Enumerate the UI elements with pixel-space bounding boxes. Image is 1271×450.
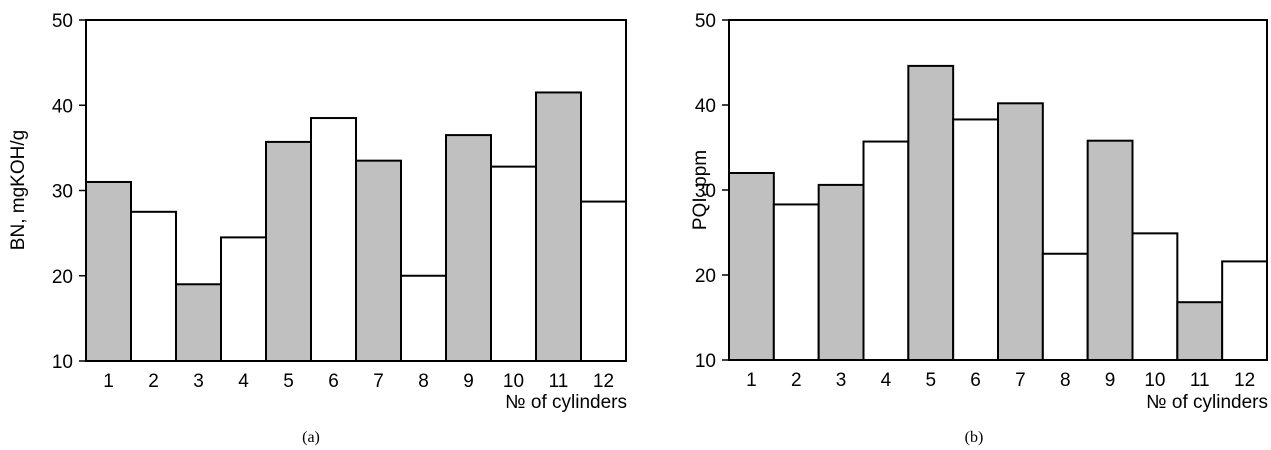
x-tick-label: 7: [1015, 370, 1026, 391]
x-tick-label: 3: [193, 371, 204, 392]
y-tick-label: 30: [695, 181, 716, 202]
bar-11: [535, 91, 582, 363]
x-tick-label: 12: [1234, 370, 1255, 391]
y-tick-label: 50: [695, 11, 716, 32]
bar-3: [817, 183, 865, 361]
bar-4: [220, 236, 267, 362]
bar-7: [355, 159, 402, 362]
x-tick-label: 1: [103, 371, 114, 392]
x-tick-label: 10: [1144, 370, 1165, 391]
y-tick-label: 30: [52, 182, 73, 203]
y-tick-label: 20: [52, 267, 73, 288]
x-tick-label: 9: [463, 371, 474, 392]
x-tick-label: 6: [970, 370, 981, 391]
bar-5: [265, 140, 312, 362]
x-tick-label: 12: [593, 371, 614, 392]
bar-1: [728, 172, 775, 361]
x-tick-label: 6: [328, 371, 339, 392]
x-axis-title: № of cylinders: [1146, 392, 1268, 413]
x-tick-label: 5: [925, 370, 936, 391]
bar-1: [85, 180, 132, 362]
x-tick-label: 2: [148, 371, 159, 392]
bar-11: [1176, 301, 1224, 362]
x-tick-label: 4: [881, 370, 892, 391]
y-tick-label: 40: [52, 96, 73, 117]
bar-4: [862, 140, 910, 361]
panel-caption: (b): [965, 429, 984, 446]
bar-10: [490, 165, 537, 362]
x-tick-label: 2: [791, 370, 802, 391]
x-tick-label: 7: [373, 371, 384, 392]
bar-12: [580, 200, 627, 362]
bar-3: [175, 283, 222, 362]
x-tick-label: 8: [1060, 370, 1071, 391]
bar-5: [907, 64, 955, 362]
x-tick-label: 9: [1105, 370, 1116, 391]
bar-12: [1221, 260, 1269, 361]
y-tick-label: 10: [695, 351, 716, 372]
y-axis-title: PQI, ppm: [690, 150, 711, 230]
y-tick-label: 10: [52, 352, 73, 373]
y-axis-title: BN, mgKOH/g: [8, 130, 29, 250]
y-tick-label: 40: [695, 96, 716, 117]
bar-6: [310, 117, 357, 363]
x-tick-label: 10: [503, 371, 524, 392]
x-tick-label: 5: [283, 371, 294, 392]
y-tick-label: 20: [695, 266, 716, 287]
bar-7: [997, 102, 1044, 362]
bar-10: [1131, 232, 1179, 362]
bar-8: [1041, 252, 1089, 361]
x-tick-label: 4: [238, 371, 249, 392]
bar-9: [1086, 139, 1134, 361]
x-tick-label: 11: [1190, 370, 1210, 391]
x-tick-label: 3: [836, 370, 847, 391]
y-tick-label: 50: [52, 11, 73, 32]
x-tick-label: 8: [418, 371, 429, 392]
x-tick-label: 1: [746, 370, 757, 391]
bar-8: [400, 274, 447, 362]
panel-caption: (a): [302, 429, 320, 446]
x-axis-title: № of cylinders: [505, 392, 627, 413]
bar-6: [952, 118, 999, 361]
bar-9: [445, 134, 492, 362]
bar-2: [772, 203, 820, 361]
bar-2: [130, 210, 177, 362]
x-tick-label: 11: [549, 371, 569, 392]
